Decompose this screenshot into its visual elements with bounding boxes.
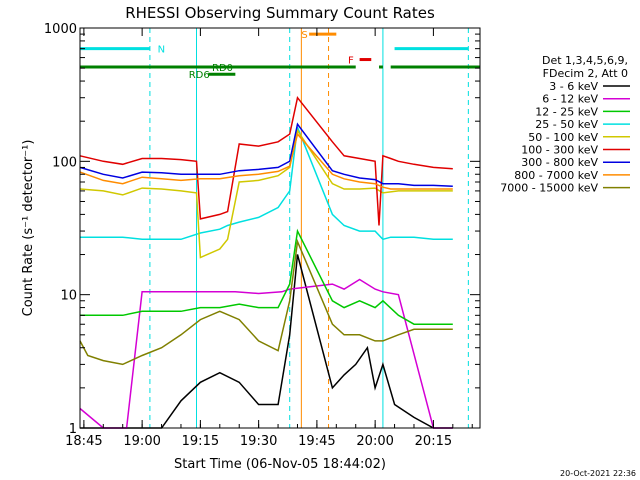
legend-label: 12 - 25 keV [535,105,598,118]
legend-label: 7000 - 15000 keV [500,182,598,195]
axis-ticks: 18:45 19:00 19:15 19:30 19:45 20:00 20:15 1 10 10… [44,22,480,449]
x-tick-label: 20:15 [415,434,452,449]
legend-label: 50 - 100 keV [528,131,598,144]
legend-label: 25 - 50 keV [535,118,598,131]
legend-header: FDecim 2, Att 0 [543,67,628,80]
legend-label: 800 - 7000 keV [514,169,598,182]
legend-label: 3 - 6 keV [549,80,598,93]
state-bar-label: N [158,45,165,56]
state-bar-label: RD0 [212,63,233,74]
series-line-2 [80,228,453,325]
legend-header: Det 1,3,4,5,6,9, [542,54,628,67]
x-tick-label: 19:30 [240,434,277,449]
x-tick-label: 18:45 [65,434,102,449]
y-tick-label: 100 [52,155,77,170]
legend-label: 6 - 12 keV [542,93,598,106]
series-line-6 [79,122,453,188]
plot-frame [79,27,481,429]
timestamp: 20-Oct-2021 22:36 [560,469,636,478]
state-bar-label: S [301,30,307,41]
x-axis-label: Start Time (06-Nov-05 18:44:02) [174,457,386,472]
series-line-8 [79,238,453,366]
state-bar-label: RD6 [189,70,210,81]
legend-label: 100 - 300 keV [521,144,598,157]
y-tick-label: 1000 [44,22,77,37]
legend: Det 1,3,4,5,6,9,FDecim 2, Att 03 - 6 keV… [500,54,630,195]
series-line-7 [79,132,453,190]
series-line-4 [79,128,453,259]
state-bar-label: F [348,56,354,67]
series-line-5 [79,95,453,226]
x-tick-label: 19:15 [182,434,219,449]
chart-title: RHESSI Observing Summary Count Rates [125,4,435,22]
y-axis-label: Count Rate (s⁻¹ detector⁻¹) [21,140,36,317]
x-tick-label: 19:00 [123,434,160,449]
x-tick-label: 20:00 [356,434,393,449]
legend-label: 300 - 800 keV [521,156,598,169]
y-tick-label: 10 [60,289,77,304]
x-tick-label: 19:45 [298,434,335,449]
series-line-3 [80,127,453,241]
y-tick-label: 1 [69,422,77,437]
